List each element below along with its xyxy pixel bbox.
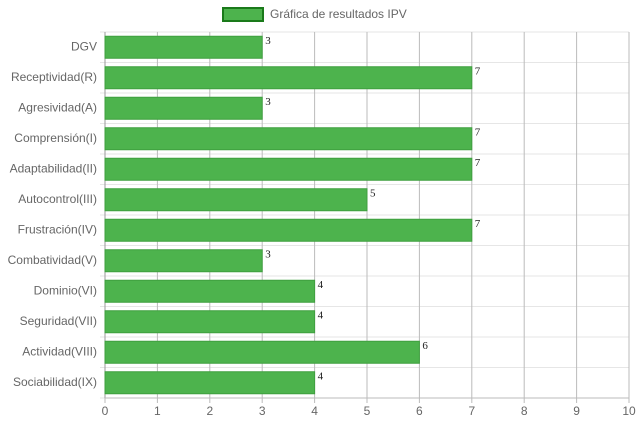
x-tick-label: 8 xyxy=(521,404,528,418)
data-label: 7 xyxy=(475,157,481,169)
x-tick-label: 2 xyxy=(206,404,213,418)
x-tick-label: 7 xyxy=(468,404,475,418)
bar xyxy=(104,188,368,212)
bar xyxy=(104,218,473,242)
data-label: 3 xyxy=(265,248,271,260)
x-tick-label: 6 xyxy=(416,404,423,418)
bar xyxy=(104,310,316,334)
x-tick-label: 1 xyxy=(154,404,161,418)
y-tick-label: Frustración(IV) xyxy=(18,222,97,236)
bar xyxy=(104,340,420,364)
y-tick-label: Adaptabilidad(II) xyxy=(10,161,97,175)
y-tick-label: Receptividad(R) xyxy=(11,70,97,84)
bar xyxy=(104,66,473,90)
x-tick-label: 5 xyxy=(364,404,371,418)
data-label: 4 xyxy=(318,279,324,291)
data-label: 5 xyxy=(370,187,376,199)
bar xyxy=(104,127,473,151)
y-tick-label: Sociabilidad(IX) xyxy=(13,375,97,389)
legend-label: Gráfica de resultados IPV xyxy=(270,7,407,21)
bar xyxy=(104,249,263,273)
y-tick-label: Agresividad(A) xyxy=(18,100,97,114)
bar xyxy=(104,96,263,120)
x-tick-label: 3 xyxy=(259,404,266,418)
y-tick-label: Seguridad(VII) xyxy=(20,314,97,328)
y-tick-label: Actividad(VIII) xyxy=(22,344,97,358)
bar xyxy=(104,371,316,395)
data-label: 7 xyxy=(475,218,481,230)
data-label: 4 xyxy=(318,309,324,321)
data-label: 4 xyxy=(318,370,324,382)
bar xyxy=(104,35,263,59)
y-tick-label: Dominio(VI) xyxy=(34,283,97,297)
data-label: 3 xyxy=(265,96,271,108)
y-tick-label: Autocontrol(III) xyxy=(18,192,97,206)
x-tick-label: 10 xyxy=(622,404,636,418)
y-tick-label: Combatividad(V) xyxy=(8,253,97,267)
data-label: 6 xyxy=(422,340,428,352)
data-label: 3 xyxy=(265,35,271,47)
x-tick-label: 4 xyxy=(311,404,318,418)
data-label: 7 xyxy=(475,126,481,138)
bar xyxy=(104,157,473,181)
legend-swatch xyxy=(222,7,264,22)
y-tick-label: Comprensión(I) xyxy=(14,131,97,145)
y-tick-label: DGV xyxy=(71,39,97,53)
x-tick-label: 9 xyxy=(573,404,580,418)
x-tick-label: 0 xyxy=(102,404,109,418)
bar xyxy=(104,279,316,303)
data-label: 7 xyxy=(475,65,481,77)
